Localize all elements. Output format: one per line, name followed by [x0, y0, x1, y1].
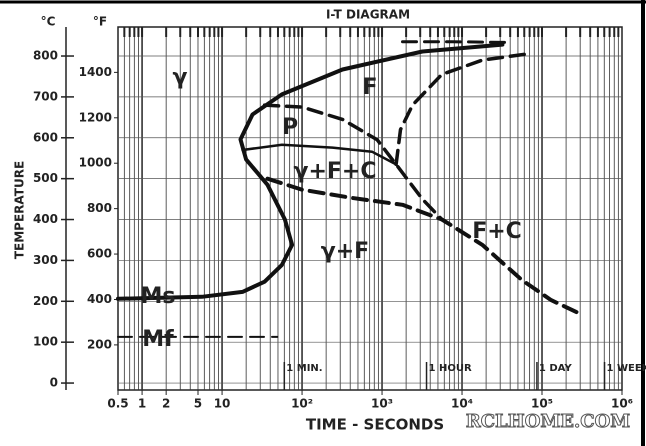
- y-tick-label: 500: [33, 171, 58, 185]
- y-tick-label: 0: [50, 376, 58, 390]
- y2-tick-label: 600: [87, 247, 112, 261]
- y2-tick-label: 400: [87, 292, 112, 306]
- curve: [401, 40, 514, 44]
- y2-tick-label: 1200: [79, 110, 112, 124]
- y-tick-label: 100: [33, 335, 58, 349]
- y-tick-label: 800: [33, 49, 58, 63]
- annotation: Ms: [141, 284, 176, 309]
- annotation: γ: [173, 65, 188, 90]
- annotation: Mf: [142, 327, 174, 352]
- y2-unit: °F: [93, 15, 107, 29]
- x-tick-label: 10⁶: [611, 397, 633, 411]
- y2-tick-label: 800: [87, 201, 112, 215]
- time-mark-label: 1 MIN.: [286, 363, 322, 374]
- annotation: γ+F+C: [293, 159, 376, 184]
- watermark: RCLHOME.COM: [466, 411, 631, 432]
- x-tick-label: 2: [162, 397, 170, 411]
- time-mark-label: 1 DAY: [539, 363, 573, 374]
- x-tick-label: 10⁵: [531, 397, 553, 411]
- y-tick-label: 200: [33, 294, 58, 308]
- x-axis-label: TIME - SECONDS: [306, 416, 444, 434]
- y-tick-label: 700: [33, 89, 58, 103]
- x-tick-label: 5: [194, 397, 202, 411]
- chart-title: I-T DIAGRAM: [326, 8, 410, 22]
- x-tick-label: 10: [214, 397, 231, 411]
- y-tick-label: 400: [33, 212, 58, 226]
- annotation: P: [282, 115, 298, 140]
- y-unit: °C: [41, 15, 56, 29]
- annotation: F+C: [472, 219, 522, 244]
- annotation: γ+F: [321, 239, 369, 264]
- y2-tick-label: 1400: [79, 65, 112, 79]
- x-tick-label: 1: [138, 397, 146, 411]
- curve: [394, 52, 529, 167]
- x-tick-label: 10⁴: [451, 397, 473, 411]
- y-tick-label: 300: [33, 253, 58, 267]
- x-tick-label: 10³: [371, 397, 393, 411]
- curve: [262, 103, 444, 222]
- annotation: F: [362, 75, 377, 100]
- curve: [116, 42, 505, 301]
- y-axis-label: TEMPERATURE: [13, 161, 27, 259]
- curve: [265, 176, 585, 317]
- y-tick-label: 600: [33, 130, 58, 144]
- x-tick-label: 0.5: [107, 397, 128, 411]
- y2-tick-label: 200: [87, 337, 112, 351]
- x-tick-label: 10²: [291, 397, 313, 411]
- y2-tick-label: 1000: [79, 156, 112, 170]
- time-mark-label: 1 HOUR: [429, 363, 472, 374]
- curve: [241, 143, 398, 166]
- time-mark-label: 1 WEEK: [607, 363, 646, 374]
